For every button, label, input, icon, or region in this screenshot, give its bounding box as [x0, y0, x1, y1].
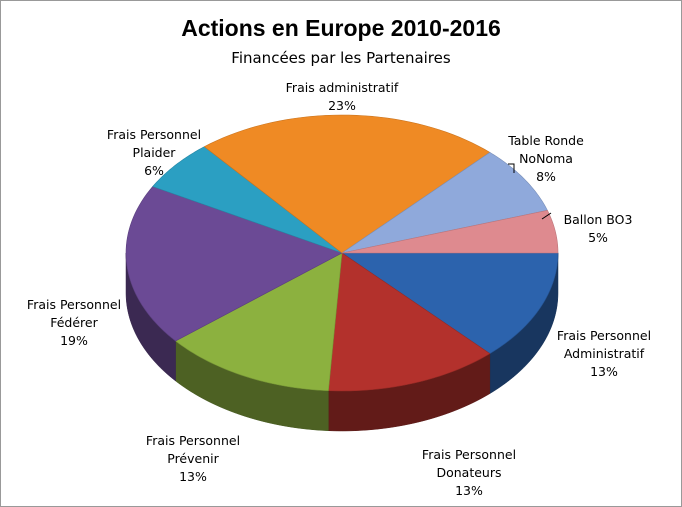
- slice-label: Frais Personnel Plaider: [106, 127, 202, 160]
- value-label: 19%: [60, 333, 88, 348]
- slice-label: Frais Personnel Administratif: [556, 328, 652, 361]
- slice: [341, 152, 548, 254]
- value-label: 13%: [590, 364, 618, 379]
- slice: [175, 252, 343, 392]
- value-label: 13%: [455, 483, 483, 498]
- value-label: 6%: [144, 163, 164, 178]
- slice-label: Frais administratif: [285, 80, 399, 95]
- slice: [152, 146, 343, 254]
- slice: [328, 252, 491, 392]
- slice-label: Table Ronde NoNoma: [508, 133, 584, 166]
- value-label: 23%: [328, 98, 356, 113]
- slice-label: Frais Personnel Donateurs: [421, 447, 517, 480]
- chart-title: Actions en Europe 2010-2016: [181, 15, 501, 41]
- leader-line: [541, 212, 552, 220]
- value-label: 8%: [536, 169, 556, 184]
- slice: [341, 210, 559, 254]
- slice: [125, 186, 343, 342]
- slice-label: Frais Personnel Fédérer: [26, 297, 122, 330]
- slice-label: Frais Personnel Prévenir: [145, 433, 241, 466]
- slice-label: Ballon BO3: [563, 212, 633, 227]
- chart-subtitle: Financées par les Partenaires: [231, 49, 451, 67]
- slice: [203, 114, 491, 254]
- leader-line: [508, 163, 515, 173]
- slice: [341, 252, 559, 354]
- value-label: 5%: [588, 230, 608, 245]
- value-label: 13%: [179, 469, 207, 484]
